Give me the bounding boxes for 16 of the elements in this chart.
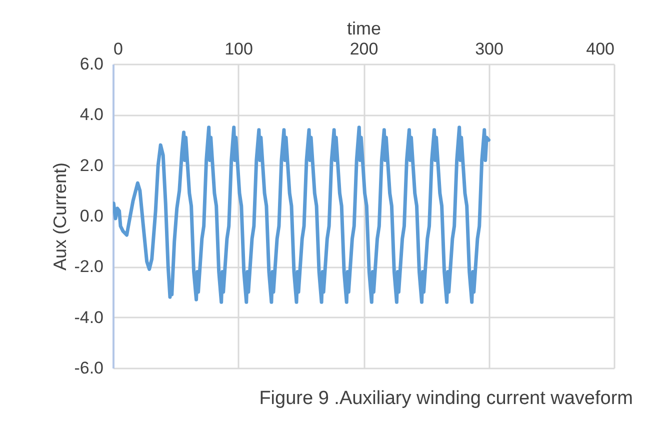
y-tick-label: -2.0 — [74, 257, 104, 276]
y-tick-label: 4.0 — [80, 105, 104, 124]
y-tick-label: 2.0 — [80, 156, 104, 175]
line-series — [113, 126, 490, 304]
x-tick-label: 0 — [114, 40, 123, 58]
y-tick-label: -4.0 — [74, 308, 104, 327]
x-tick-label: 100 — [224, 40, 253, 58]
y-axis-title: Aux (Current) — [50, 162, 70, 271]
caption: Figure 9 .Auxiliary winding current waveform — [259, 388, 633, 410]
x-tick-label: 400 — [586, 40, 614, 58]
x-tick-label: 300 — [475, 40, 504, 58]
y-tick-label: 6.0 — [80, 54, 104, 74]
x-tick-label: 200 — [350, 40, 378, 58]
x-axis-title: time — [346, 18, 382, 38]
y-tick-label: -6.0 — [74, 358, 104, 378]
y-tick-label: 0.0 — [80, 206, 104, 226]
